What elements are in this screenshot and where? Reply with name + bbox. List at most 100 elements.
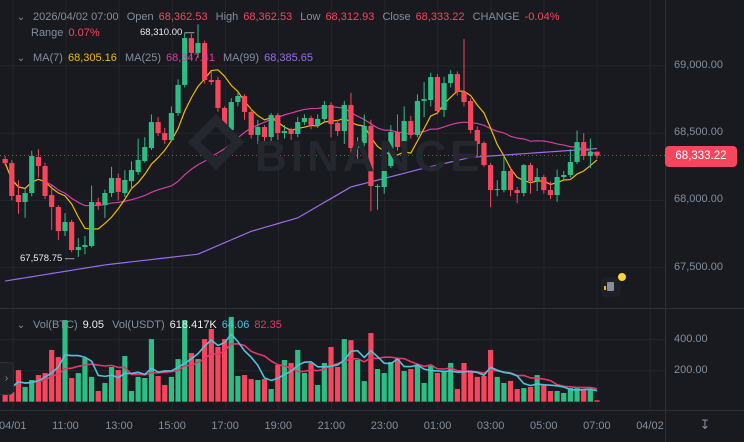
volume-bar bbox=[541, 384, 547, 402]
volume-bar bbox=[208, 329, 214, 402]
candle-body bbox=[288, 129, 294, 135]
volume-bar bbox=[162, 384, 168, 402]
volume-bar bbox=[9, 391, 15, 402]
volume-bar bbox=[441, 371, 447, 402]
ma25-label: MA(25) bbox=[124, 52, 162, 64]
chevron-down-icon[interactable]: ⌄ bbox=[16, 53, 26, 64]
volume-bar bbox=[454, 388, 460, 402]
volume-bar bbox=[335, 366, 341, 402]
candle-body bbox=[142, 147, 148, 162]
volume-bar bbox=[95, 391, 101, 402]
candle-body bbox=[69, 222, 75, 250]
volume-bar bbox=[547, 391, 554, 402]
candle-body bbox=[128, 170, 135, 182]
candle-body bbox=[155, 122, 161, 134]
candle-body bbox=[182, 38, 188, 85]
candle-body bbox=[521, 165, 527, 194]
chevron-down-icon[interactable]: ⌄ bbox=[16, 12, 26, 23]
volume-bar bbox=[401, 371, 407, 402]
low-marker-value: 67,578.75 bbox=[20, 253, 63, 264]
candle-body bbox=[135, 159, 141, 173]
volume-bar bbox=[195, 359, 201, 402]
volume-bar bbox=[228, 316, 234, 402]
volume-bar bbox=[514, 388, 520, 402]
volume-bar bbox=[182, 320, 188, 402]
candle-body bbox=[108, 177, 115, 194]
time-tick-label: 01:00 bbox=[423, 420, 452, 432]
candle-body bbox=[394, 131, 401, 148]
ma7-line bbox=[4, 69, 598, 230]
ma99-value: 68,385.65 bbox=[264, 52, 314, 64]
candle-body bbox=[248, 111, 254, 135]
volume-bar bbox=[554, 391, 560, 402]
low-marker: 67,578.75 — bbox=[20, 253, 75, 264]
price-tick-label: 69,000.00 bbox=[674, 59, 723, 71]
notification-dot bbox=[618, 273, 626, 281]
range-legend: Range 0.07% bbox=[31, 26, 105, 40]
chevron-right-icon: › bbox=[4, 373, 9, 384]
candle-body bbox=[261, 127, 268, 137]
candle-body bbox=[381, 165, 387, 187]
volume-bar bbox=[414, 364, 421, 402]
candle-body bbox=[82, 245, 88, 248]
volume-bar bbox=[428, 364, 434, 402]
expand-panel-button[interactable]: › bbox=[0, 362, 14, 395]
candle-body bbox=[49, 195, 55, 207]
candle-body bbox=[22, 193, 28, 203]
candle-body bbox=[348, 104, 354, 148]
volume-bar bbox=[288, 362, 294, 402]
volume-bar bbox=[421, 382, 427, 402]
chevron-down-icon[interactable]: ⌄ bbox=[16, 320, 26, 331]
volume-bar bbox=[29, 380, 35, 402]
volume-bar bbox=[527, 386, 534, 402]
megaphone-icon bbox=[604, 286, 606, 290]
candle-body bbox=[175, 84, 181, 114]
candle-body bbox=[527, 165, 534, 182]
volume-bar bbox=[348, 340, 354, 402]
volume-bar bbox=[501, 382, 507, 402]
high-marker: 68,310.00 — bbox=[140, 27, 195, 38]
close-label: Close bbox=[382, 11, 411, 23]
candle-body bbox=[494, 188, 500, 191]
volume-bar bbox=[494, 376, 500, 402]
volume-bar bbox=[394, 357, 401, 402]
candle-body bbox=[208, 79, 214, 82]
volume-bar bbox=[468, 371, 474, 402]
volume-bar bbox=[315, 384, 321, 402]
candle-body bbox=[534, 177, 540, 182]
time-tick-label: 23:00 bbox=[370, 420, 399, 432]
candle-body bbox=[507, 170, 514, 191]
volume-bar bbox=[355, 360, 361, 402]
volume-bar bbox=[361, 381, 367, 402]
candle-body bbox=[388, 131, 394, 166]
candle-body bbox=[308, 118, 314, 126]
candle-body bbox=[514, 190, 520, 194]
candle-body bbox=[9, 163, 15, 196]
candle-body bbox=[361, 125, 367, 144]
announcement-button[interactable] bbox=[601, 273, 626, 297]
vol-btc-label: Vol(BTC) bbox=[33, 319, 78, 331]
candle-body bbox=[301, 118, 307, 123]
volume-bar bbox=[521, 388, 527, 402]
time-tick-label: 04/02 bbox=[636, 420, 664, 432]
candle-body bbox=[168, 113, 174, 141]
candle-body bbox=[42, 165, 48, 196]
time-tick-label: 13:00 bbox=[105, 420, 133, 432]
candle-body bbox=[567, 161, 573, 175]
volume-bar bbox=[75, 373, 81, 402]
candle-body bbox=[341, 104, 347, 132]
candle-body bbox=[581, 142, 587, 157]
volume-bar bbox=[15, 370, 22, 402]
watermark: BINANCE bbox=[255, 132, 484, 181]
candle-body bbox=[368, 125, 374, 187]
auto-scale-button[interactable]: ↧ bbox=[697, 416, 713, 434]
candle-body bbox=[574, 142, 580, 162]
volume-bar bbox=[574, 386, 580, 402]
volume-bar bbox=[102, 382, 108, 402]
candle-body bbox=[295, 122, 301, 135]
time-tick-label: 17:00 bbox=[211, 420, 239, 432]
time-tick-label: 05:00 bbox=[530, 420, 558, 432]
volume-bar bbox=[261, 379, 268, 402]
volume-tick-label: 200.00 bbox=[674, 363, 708, 376]
